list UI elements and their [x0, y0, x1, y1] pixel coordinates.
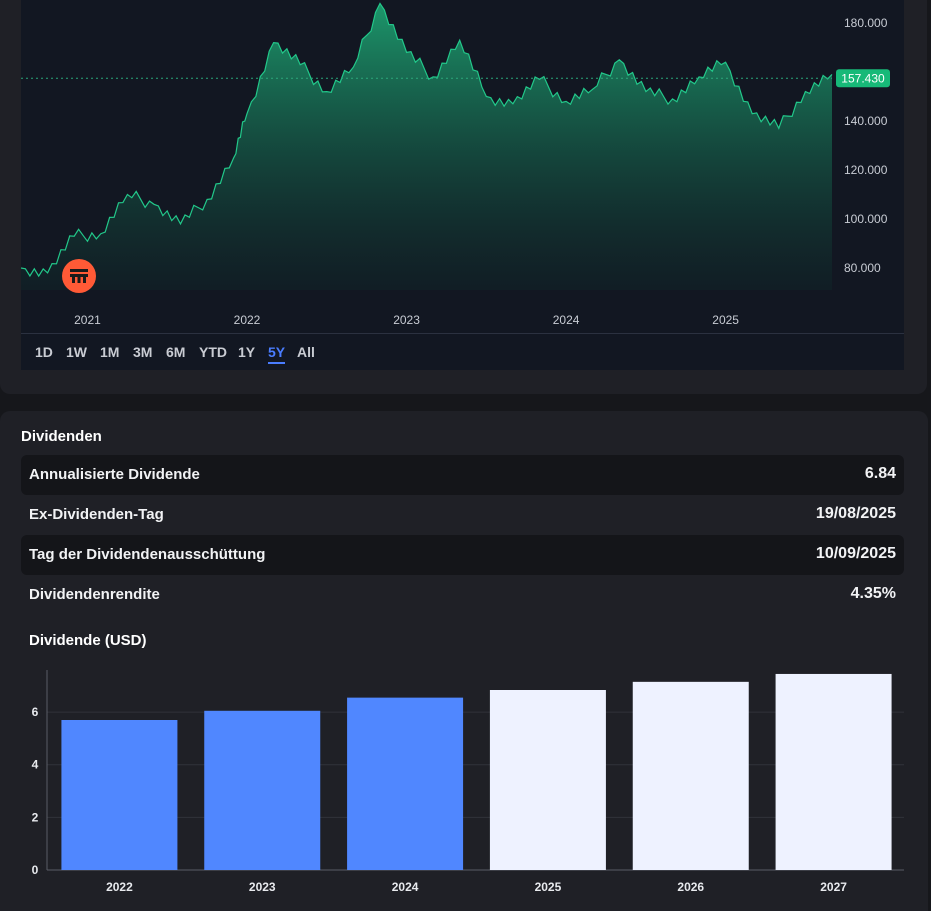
range-all-button[interactable]: All	[297, 344, 315, 360]
y-tick-label: 80.000	[844, 261, 881, 275]
x-tick-label: 2027	[820, 880, 847, 893]
current-price-label: 157.430	[841, 71, 885, 85]
x-tick-label: 2025	[535, 880, 562, 893]
x-tick-label: 2022	[234, 313, 261, 327]
dividends-card: Dividenden Annualisierte Dividende 6.84 …	[0, 411, 928, 911]
range-1d-button[interactable]: 1D	[35, 344, 53, 360]
price-card: 157.430 180.000 140.000 120.000 100.000 80.00…	[0, 0, 927, 394]
dividend-bar[interactable]	[61, 720, 177, 870]
x-tick-label: 2023	[393, 313, 420, 327]
dividend-bar[interactable]	[633, 682, 749, 870]
price-area	[21, 3, 832, 290]
range-1w-button[interactable]: 1W	[66, 344, 87, 360]
dividend-bar[interactable]	[204, 711, 320, 870]
range-ytd-button[interactable]: YTD	[199, 344, 227, 360]
y-tick-label: 180.000	[844, 16, 888, 30]
x-tick-label: 2025	[712, 313, 739, 327]
dividend-bar-chart[interactable]: 0 2 4 6 2022 2023 2024 2025 2026 2027	[0, 411, 928, 893]
y-tick-label: 120.000	[844, 163, 888, 177]
y-tick-label: 6	[32, 705, 39, 719]
y-tick-label: 0	[32, 863, 39, 877]
y-tick-label: 2	[32, 810, 39, 824]
logo-icon	[62, 259, 96, 293]
y-tick-label: 100.000	[844, 212, 888, 226]
range-6m-button[interactable]: 6M	[166, 344, 185, 360]
dividend-bar[interactable]	[347, 698, 463, 870]
x-tick-label: 2021	[74, 313, 101, 327]
range-3m-button[interactable]: 3M	[133, 344, 152, 360]
price-chart-panel: 157.430 180.000 140.000 120.000 100.000 80.00…	[21, 0, 904, 370]
x-tick-label: 2024	[392, 880, 419, 893]
dividend-bar[interactable]	[776, 674, 892, 870]
x-tick-label: 2024	[553, 313, 580, 327]
range-5y-button[interactable]: 5Y	[268, 344, 285, 360]
x-tick-label: 2026	[677, 880, 704, 893]
range-selector: 1D 1W 1M 3M 6M YTD 1Y 5Y All	[21, 333, 904, 371]
price-chart[interactable]: 157.430 180.000 140.000 120.000 100.000 80.00…	[21, 0, 904, 333]
dividend-bar[interactable]	[490, 690, 606, 870]
y-tick-label: 140.000	[844, 114, 888, 128]
x-tick-label: 2022	[106, 880, 133, 893]
range-1y-button[interactable]: 1Y	[238, 344, 255, 360]
range-1m-button[interactable]: 1M	[100, 344, 119, 360]
y-tick-label: 4	[32, 758, 39, 772]
x-tick-label: 2023	[249, 880, 276, 893]
